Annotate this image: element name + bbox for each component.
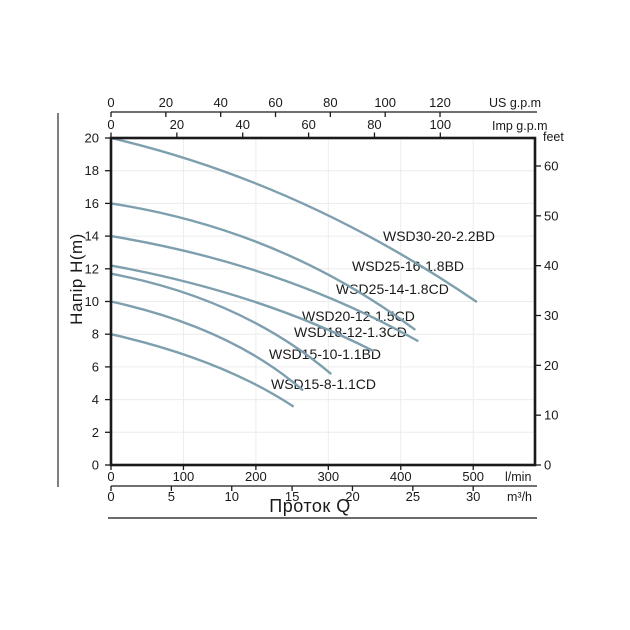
- pump-curve: [109, 272, 332, 375]
- lmin-tick-label: 100: [173, 469, 195, 484]
- x-axis-title: Проток Q: [269, 496, 351, 516]
- curve-label: WSD30-20-2.2BD: [383, 228, 495, 244]
- pump-curve: [109, 300, 304, 391]
- y-axis-title: Напір H(m): [67, 233, 86, 325]
- pump-curve: [109, 136, 478, 303]
- feet-tick-label: 60: [544, 158, 558, 173]
- imp-gpm-tick-label: 60: [301, 117, 315, 132]
- us-gpm-tick-label: 60: [268, 95, 282, 110]
- feet-tick-label: 50: [544, 208, 558, 223]
- curve-label: WSD15-10-1.1BD: [269, 346, 381, 362]
- m3h-tick-label: 10: [224, 489, 238, 504]
- m3h-tick-label: 5: [168, 489, 175, 504]
- pump-curve: [109, 264, 374, 352]
- us-gpm-tick-label: 120: [429, 95, 451, 110]
- lmin-tick-label: 0: [107, 469, 114, 484]
- feet-tick-label: 30: [544, 308, 558, 323]
- feet-tick-label: 0: [544, 458, 551, 473]
- head-m-tick-label: 14: [85, 229, 99, 244]
- us-gpm-tick-label: 100: [374, 95, 396, 110]
- imp-gpm-tick-label: 40: [235, 117, 249, 132]
- feet-tick-label: 20: [544, 358, 558, 373]
- m3h-tick-label: 20: [345, 489, 359, 504]
- curve-label: WSD25-16-1.8BD: [352, 258, 464, 274]
- m3h-axis-unit: m³/h: [507, 490, 532, 504]
- m3h-tick-label: 25: [406, 489, 420, 504]
- head-m-tick-label: 8: [92, 327, 99, 342]
- lmin-axis-unit: l/min: [505, 470, 532, 484]
- curve-label: WSD25-14-1.8CD: [336, 281, 449, 297]
- pump-curve: [109, 234, 419, 342]
- head-m-tick-label: 0: [92, 458, 99, 473]
- lmin-tick-label: 200: [245, 469, 267, 484]
- feet-axis-unit: feet: [543, 130, 564, 144]
- imp-gpm-axis-unit: Imp g.p.m: [492, 119, 548, 133]
- us-gpm-axis-unit: US g.p.m: [489, 96, 542, 110]
- us-gpm-tick-label: 80: [323, 95, 337, 110]
- imp-gpm-tick-label: 20: [170, 117, 184, 132]
- head-m-tick-label: 10: [85, 294, 99, 309]
- plot-frame: [109, 136, 537, 467]
- curve-label: WSD15-8-1.1CD: [271, 376, 376, 392]
- us-gpm-tick-label: 0: [107, 95, 114, 110]
- imp-gpm-tick-label: 80: [367, 117, 381, 132]
- head-m-tick-label: 6: [92, 359, 99, 374]
- head-m-tick-label: 2: [92, 425, 99, 440]
- m3h-tick-label: 0: [107, 489, 114, 504]
- pump-curve: [109, 333, 295, 408]
- pump-curve: [109, 202, 416, 331]
- head-m-tick-label: 4: [92, 392, 99, 407]
- head-m-tick-label: 12: [85, 261, 99, 276]
- lmin-tick-label: 300: [317, 469, 339, 484]
- m3h-tick-label: 15: [285, 489, 299, 504]
- head-m-tick-label: 16: [85, 196, 99, 211]
- head-m-tick-label: 20: [85, 131, 99, 146]
- feet-tick-label: 10: [544, 408, 558, 423]
- imp-gpm-tick-label: 100: [429, 117, 451, 132]
- us-gpm-tick-label: 20: [159, 95, 173, 110]
- imp-gpm-tick-label: 0: [107, 117, 114, 132]
- feet-tick-label: 40: [544, 258, 558, 273]
- curve-label: WSD20-12-1.5CD: [302, 308, 415, 324]
- us-gpm-tick-label: 40: [213, 95, 227, 110]
- lmin-tick-label: 500: [462, 469, 484, 484]
- lmin-tick-label: 400: [390, 469, 412, 484]
- m3h-tick-label: 30: [466, 489, 480, 504]
- head-m-tick-label: 18: [85, 163, 99, 178]
